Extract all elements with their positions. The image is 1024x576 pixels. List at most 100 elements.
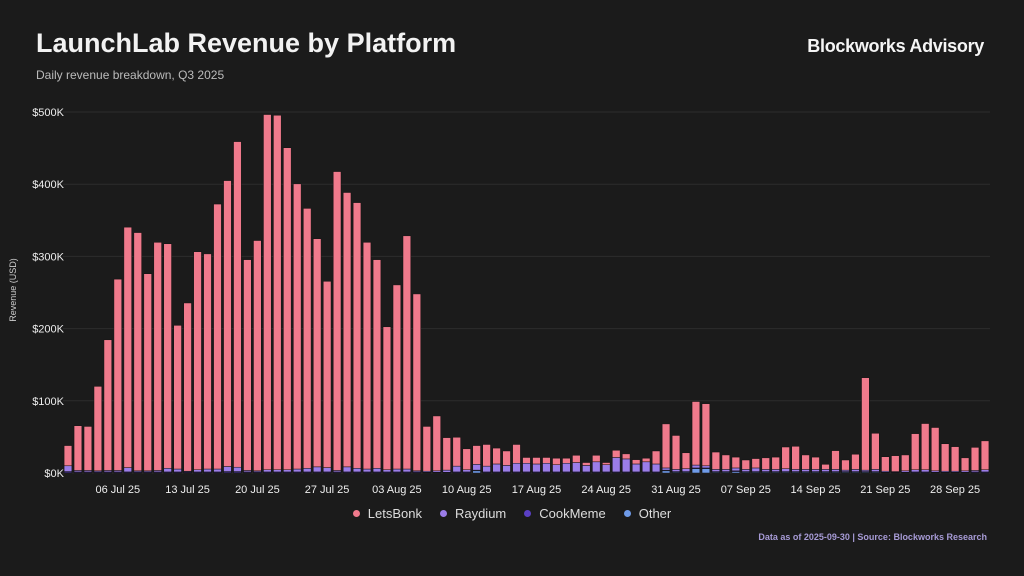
bar-other[interactable] (472, 470, 481, 474)
bar-raydium[interactable] (223, 466, 232, 472)
bar-other[interactable] (691, 468, 701, 474)
bar-raydium[interactable] (751, 467, 760, 472)
bar-letsbonk[interactable] (970, 447, 980, 471)
bar-letsbonk[interactable] (960, 457, 970, 472)
bar-raydium[interactable] (123, 467, 132, 473)
bar-letsbonk[interactable] (701, 403, 711, 467)
bar-letsbonk[interactable] (592, 455, 601, 463)
bar-raydium[interactable] (871, 469, 880, 472)
bar-letsbonk[interactable] (303, 208, 312, 469)
bar-raydium[interactable] (303, 468, 312, 473)
bar-letsbonk[interactable] (323, 281, 332, 468)
bar-other[interactable] (701, 468, 711, 474)
bar-letsbonk[interactable] (901, 454, 910, 472)
bar-raydium[interactable] (293, 468, 302, 473)
bar-letsbonk[interactable] (632, 459, 641, 465)
bar-letsbonk[interactable] (751, 458, 760, 469)
bar-other[interactable] (661, 470, 671, 474)
bar-raydium[interactable] (203, 468, 212, 473)
bar-letsbonk[interactable] (602, 462, 611, 465)
bar-raydium[interactable] (173, 468, 182, 473)
bar-letsbonk[interactable] (153, 242, 162, 471)
bar-letsbonk[interactable] (691, 401, 701, 466)
bar-raydium[interactable] (163, 468, 172, 473)
bar-letsbonk[interactable] (233, 141, 242, 468)
legend-item-raydium[interactable]: Raydium (439, 506, 506, 521)
bar-letsbonk[interactable] (771, 456, 780, 470)
bar-raydium[interactable] (63, 465, 73, 472)
bar-letsbonk[interactable] (253, 240, 262, 472)
bar-letsbonk[interactable] (931, 427, 940, 472)
bar-raydium[interactable] (741, 469, 750, 472)
bar-letsbonk[interactable] (342, 192, 352, 468)
bar-raydium[interactable] (572, 462, 581, 473)
bar-raydium[interactable] (661, 467, 671, 471)
bar-raydium[interactable] (462, 469, 471, 473)
bar-letsbonk[interactable] (392, 284, 402, 470)
bar-letsbonk[interactable] (133, 232, 142, 472)
bar-raydium[interactable] (980, 469, 990, 473)
bar-letsbonk[interactable] (821, 464, 830, 470)
bar-letsbonk[interactable] (891, 455, 900, 472)
legend-item-other[interactable]: Other (623, 506, 671, 521)
bar-letsbonk[interactable] (273, 115, 282, 470)
bar-raydium[interactable] (392, 468, 402, 473)
bar-letsbonk[interactable] (572, 455, 581, 463)
bar-letsbonk[interactable] (562, 457, 571, 464)
bar-letsbonk[interactable] (313, 238, 322, 468)
bar-letsbonk[interactable] (711, 451, 721, 470)
bar-raydium[interactable] (233, 466, 242, 472)
bar-raydium[interactable] (622, 458, 631, 473)
bar-raydium[interactable] (651, 463, 661, 473)
bar-letsbonk[interactable] (641, 457, 651, 463)
bar-letsbonk[interactable] (661, 423, 671, 469)
bar-raydium[interactable] (342, 466, 352, 473)
bar-raydium[interactable] (522, 463, 531, 473)
bar-raydium[interactable] (542, 463, 551, 473)
bar-letsbonk[interactable] (93, 386, 103, 472)
bar-raydium[interactable] (711, 469, 721, 472)
bar-letsbonk[interactable] (223, 180, 232, 467)
bar-letsbonk[interactable] (452, 437, 461, 467)
bar-raydium[interactable] (512, 463, 521, 473)
bar-raydium[interactable] (701, 465, 711, 469)
bar-letsbonk[interactable] (861, 377, 870, 471)
bar-letsbonk[interactable] (462, 448, 471, 470)
bar-raydium[interactable] (602, 464, 611, 473)
bar-raydium[interactable] (731, 467, 740, 472)
legend-item-cookmeme[interactable]: CookMeme (524, 506, 606, 521)
bar-letsbonk[interactable] (332, 171, 342, 471)
bar-raydium[interactable] (592, 461, 601, 473)
bar-letsbonk[interactable] (243, 259, 252, 471)
bar-letsbonk[interactable] (741, 459, 750, 470)
bar-raydium[interactable] (452, 465, 461, 473)
bar-raydium[interactable] (323, 467, 332, 473)
bar-letsbonk[interactable] (293, 183, 302, 470)
bar-raydium[interactable] (831, 469, 840, 472)
bar-letsbonk[interactable] (831, 450, 840, 470)
bar-raydium[interactable] (382, 469, 392, 473)
bar-letsbonk[interactable] (442, 437, 451, 471)
bar-letsbonk[interactable] (522, 457, 531, 464)
bar-raydium[interactable] (801, 469, 810, 472)
bar-letsbonk[interactable] (671, 435, 681, 470)
bar-letsbonk[interactable] (113, 278, 122, 471)
bar-letsbonk[interactable] (612, 450, 621, 458)
bar-letsbonk[interactable] (352, 202, 362, 469)
bar-letsbonk[interactable] (482, 444, 491, 467)
bar-raydium[interactable] (442, 469, 451, 473)
bar-letsbonk[interactable] (851, 453, 860, 470)
legend-item-letsbonk[interactable]: LetsBonk (352, 506, 422, 521)
bar-letsbonk[interactable] (382, 326, 392, 471)
bar-letsbonk[interactable] (542, 457, 551, 464)
bar-raydium[interactable] (761, 469, 770, 472)
bar-raydium[interactable] (721, 469, 730, 472)
bar-raydium[interactable] (612, 457, 621, 473)
bar-letsbonk[interactable] (422, 426, 431, 472)
bar-letsbonk[interactable] (552, 457, 561, 465)
bar-letsbonk[interactable] (173, 325, 182, 470)
bar-letsbonk[interactable] (283, 147, 292, 471)
bar-letsbonk[interactable] (213, 203, 222, 470)
bar-raydium[interactable] (821, 469, 830, 472)
bar-raydium[interactable] (582, 465, 591, 473)
